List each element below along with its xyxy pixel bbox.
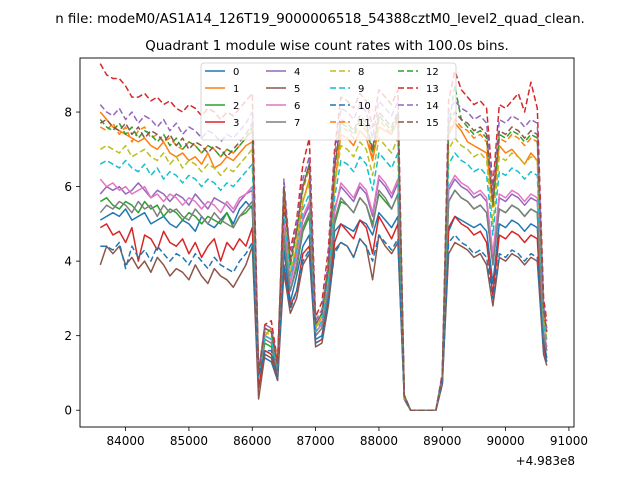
series-line-1 (99, 111, 548, 411)
series-line-10 (100, 234, 548, 411)
x-tick-label: 85000 (170, 434, 208, 448)
y-tick-label: 4 (64, 255, 72, 269)
y-tick-label: 2 (64, 329, 72, 343)
series-line-7 (99, 189, 548, 411)
series-line-13 (99, 63, 548, 411)
chart-suptitle: n file: modeM0/AS1A14_126T19_9000006518_… (55, 12, 585, 27)
series-line-14 (99, 100, 548, 411)
legend-label-3: 3 (233, 118, 239, 129)
chart-title: Quadrant 1 module wise count rates with … (145, 39, 508, 54)
legend-label-5: 5 (294, 84, 300, 95)
legend-label-14: 14 (426, 101, 439, 112)
legend-label-0: 0 (233, 67, 239, 78)
legend-label-13: 13 (426, 84, 439, 95)
x-tick-label: 88000 (360, 434, 398, 448)
legend-label-6: 6 (294, 101, 300, 112)
legend-label-11: 11 (358, 118, 371, 129)
series-line-8 (99, 137, 548, 411)
series-line-5 (99, 234, 548, 411)
legend-label-1: 1 (233, 84, 239, 95)
y-tick-label: 0 (64, 404, 72, 418)
legend-label-10: 10 (358, 101, 371, 112)
series-line-15 (99, 111, 548, 411)
legend-label-12: 12 (426, 67, 439, 78)
legend-label-4: 4 (294, 67, 300, 78)
series-line-9 (99, 152, 548, 411)
x-tick-label: 91000 (550, 434, 588, 448)
plot-lines (99, 63, 548, 411)
legend-box (200, 62, 457, 141)
series-line-11 (99, 118, 548, 411)
legend-label-7: 7 (294, 118, 300, 129)
x-tick-label: 84000 (107, 434, 145, 448)
y-tick-label: 8 (64, 106, 72, 120)
x-tick-label: 89000 (423, 434, 461, 448)
x-tick-label: 90000 (487, 434, 525, 448)
x-tick-label: 87000 (297, 434, 335, 448)
legend-label-15: 15 (426, 118, 439, 129)
legend-label-9: 9 (358, 84, 364, 95)
x-tick-label: 86000 (233, 434, 271, 448)
legend-label-8: 8 (358, 67, 364, 78)
legend-label-2: 2 (233, 101, 239, 112)
y-tick-label: 6 (64, 180, 72, 194)
axes: 84000 85000 86000 87000 88000 89000 90000 91000… (64, 106, 588, 448)
plot-frame (79, 57, 575, 428)
x-offset-label: +4.983e8 (516, 454, 575, 468)
